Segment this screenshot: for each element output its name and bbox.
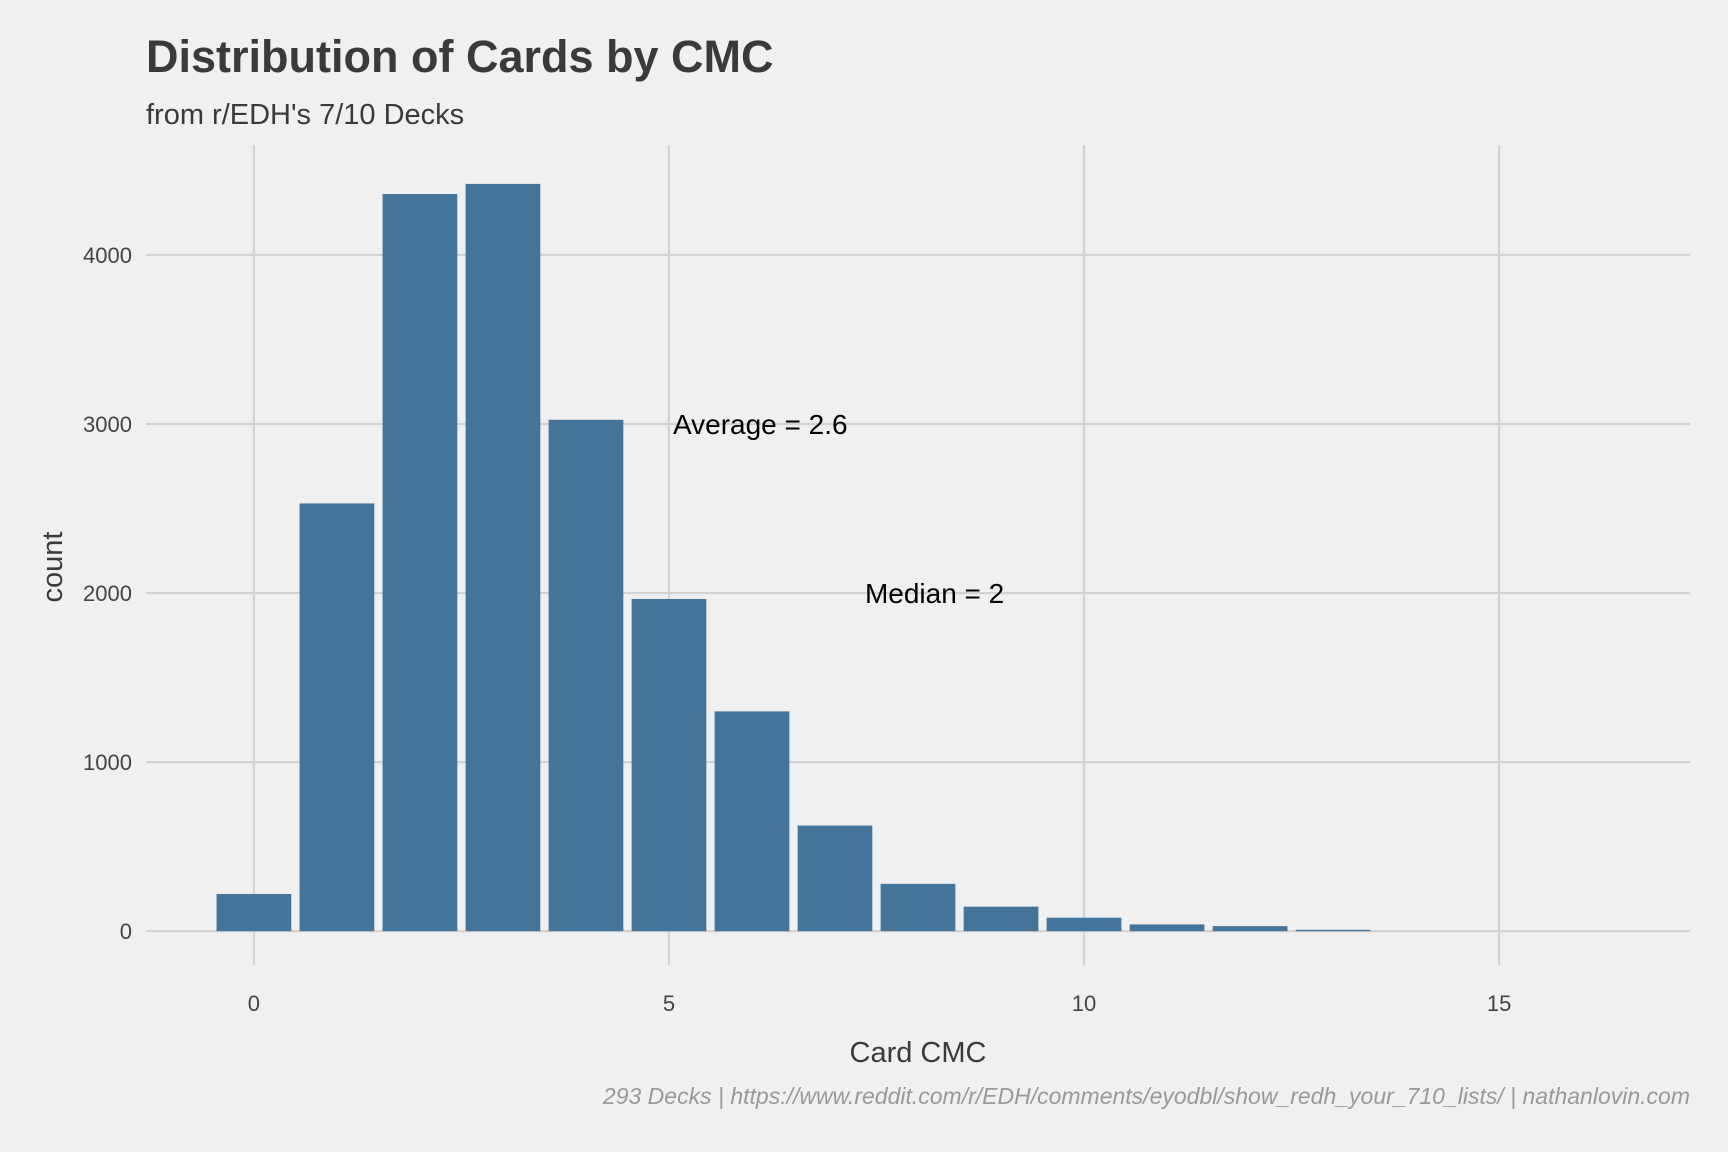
bar [382, 194, 458, 932]
bars [216, 183, 1371, 932]
bar [1295, 929, 1371, 932]
bar [548, 419, 624, 932]
x-tick-label: 5 [663, 991, 675, 1016]
bar [631, 598, 707, 932]
x-tick-label: 0 [248, 991, 260, 1016]
bar [1129, 924, 1205, 932]
chart-subtitle: from r/EDH's 7/10 Decks [146, 99, 464, 131]
bar [216, 893, 292, 932]
y-tick-label: 4000 [83, 243, 132, 268]
y-tick-label: 0 [120, 919, 132, 944]
chart-title: Distribution of Cards by CMC [146, 31, 774, 82]
x-axis-title: Card CMC [850, 1037, 987, 1069]
bar [797, 825, 873, 932]
bar [1212, 926, 1288, 932]
y-tick-label: 1000 [83, 750, 132, 775]
y-tick-label: 2000 [83, 581, 132, 606]
tick-labels: 0 5 10 15 0 1000 2000 3000 4000 [83, 243, 1511, 1016]
annotation-label: Median = 2 [865, 578, 1004, 609]
bar [714, 711, 790, 932]
x-tick-label: 10 [1072, 991, 1096, 1016]
y-tick-label: 3000 [83, 412, 132, 437]
chart-caption: 293 Decks | https://www.reddit.com/r/EDH… [602, 1083, 1690, 1109]
y-axis-title: count [37, 532, 69, 603]
x-tick-label: 15 [1487, 991, 1511, 1016]
bar [1046, 917, 1122, 932]
bar [299, 503, 375, 932]
bar [465, 183, 541, 932]
annotations: Average = 2.6 Median = 2 [673, 409, 1004, 609]
annotation-label: Average = 2.6 [673, 409, 848, 440]
bar [880, 883, 956, 932]
bar [963, 906, 1039, 932]
grid [146, 145, 1690, 965]
